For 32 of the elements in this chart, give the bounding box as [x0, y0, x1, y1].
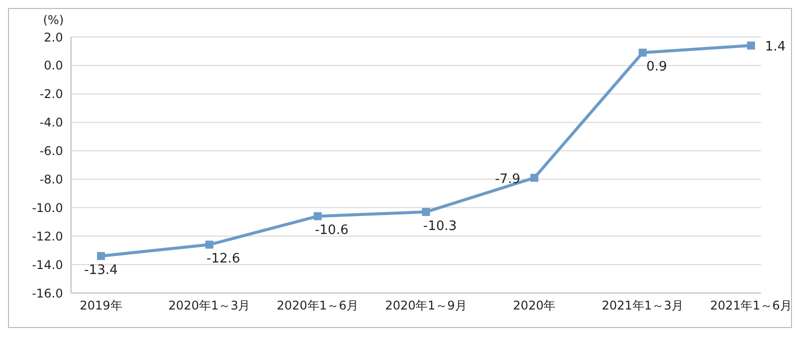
point — [747, 42, 755, 50]
data-label: 0.9 — [646, 60, 668, 75]
data-label: -10.6 — [314, 223, 348, 238]
point — [205, 240, 214, 249]
point — [530, 174, 538, 182]
x-tick-label: 2020年1～9月 — [385, 298, 467, 313]
x-tick-label: 2020年1～6月 — [276, 298, 359, 313]
y-tick-label: 2.0 — [44, 30, 63, 44]
x-tick-label: 2020年 — [513, 298, 556, 313]
point — [97, 252, 105, 260]
y-tick-label: -10.0 — [32, 200, 63, 215]
x-tick-label: 2021年1～3月 — [602, 298, 684, 313]
data-label: -7.9 — [494, 172, 520, 187]
data-label: -13.4 — [84, 263, 118, 278]
point — [638, 48, 647, 57]
x-tick-label: 2019年 — [80, 298, 122, 313]
point — [422, 208, 430, 216]
data-label: -12.6 — [206, 252, 240, 267]
x-tick-label: 2021年1～6月 — [710, 298, 792, 313]
y-tick-label: -2.0 — [40, 87, 63, 102]
data-label: 1.4 — [765, 40, 786, 55]
y-tick-label: -8.0 — [40, 172, 63, 186]
y-axis-title: (%) — [43, 13, 64, 27]
y-tick-label: -4.0 — [40, 116, 63, 130]
x-tick-label: 2020年1～3月 — [168, 298, 250, 313]
y-tick-label: -6.0 — [40, 144, 63, 158]
y-tick-label: 0.0 — [44, 58, 63, 73]
point — [314, 212, 322, 220]
y-tick-label: -12.0 — [32, 229, 63, 244]
y-tick-label: -16.0 — [32, 286, 63, 300]
y-tick-label: -14.0 — [32, 258, 63, 272]
data-label: -10.3 — [423, 218, 457, 234]
